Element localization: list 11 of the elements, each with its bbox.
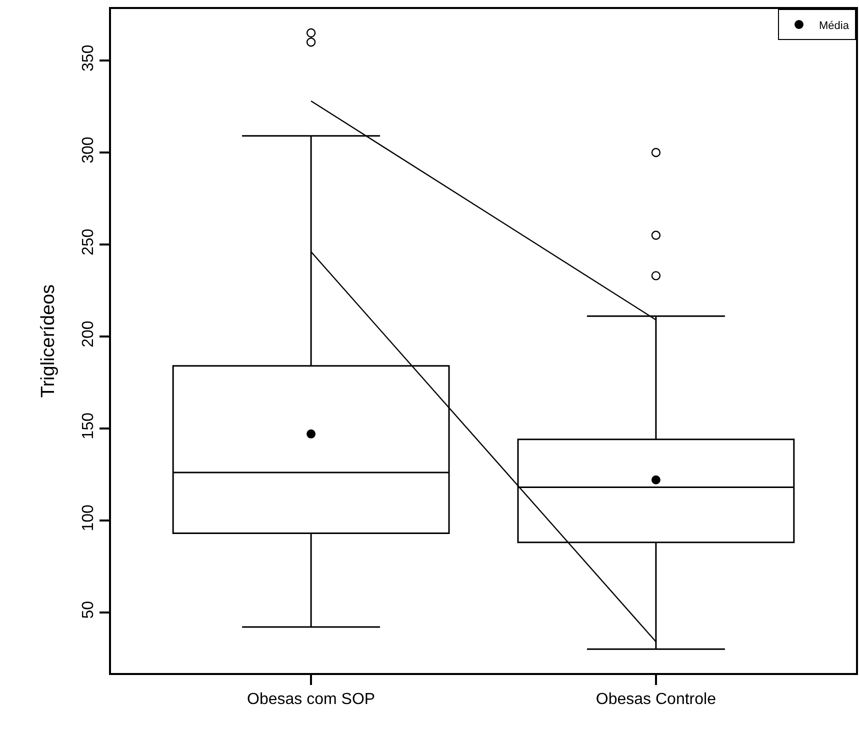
y-tick-label: 350 bbox=[80, 44, 97, 72]
y-axis-title: Triglicerídeos bbox=[38, 284, 60, 398]
y-tick-label: 50 bbox=[80, 600, 97, 619]
y-tick-label: 150 bbox=[80, 412, 97, 440]
x-tick-label: Obesas Controle bbox=[596, 690, 716, 708]
y-tick-label: 250 bbox=[80, 228, 97, 256]
y-tick-label: 300 bbox=[80, 136, 97, 164]
y-tick-label: 200 bbox=[80, 320, 97, 348]
y-tick-label: 100 bbox=[80, 504, 97, 532]
x-tick-label: Obesas com SOP bbox=[247, 690, 376, 708]
legend-label: Média bbox=[819, 20, 850, 32]
